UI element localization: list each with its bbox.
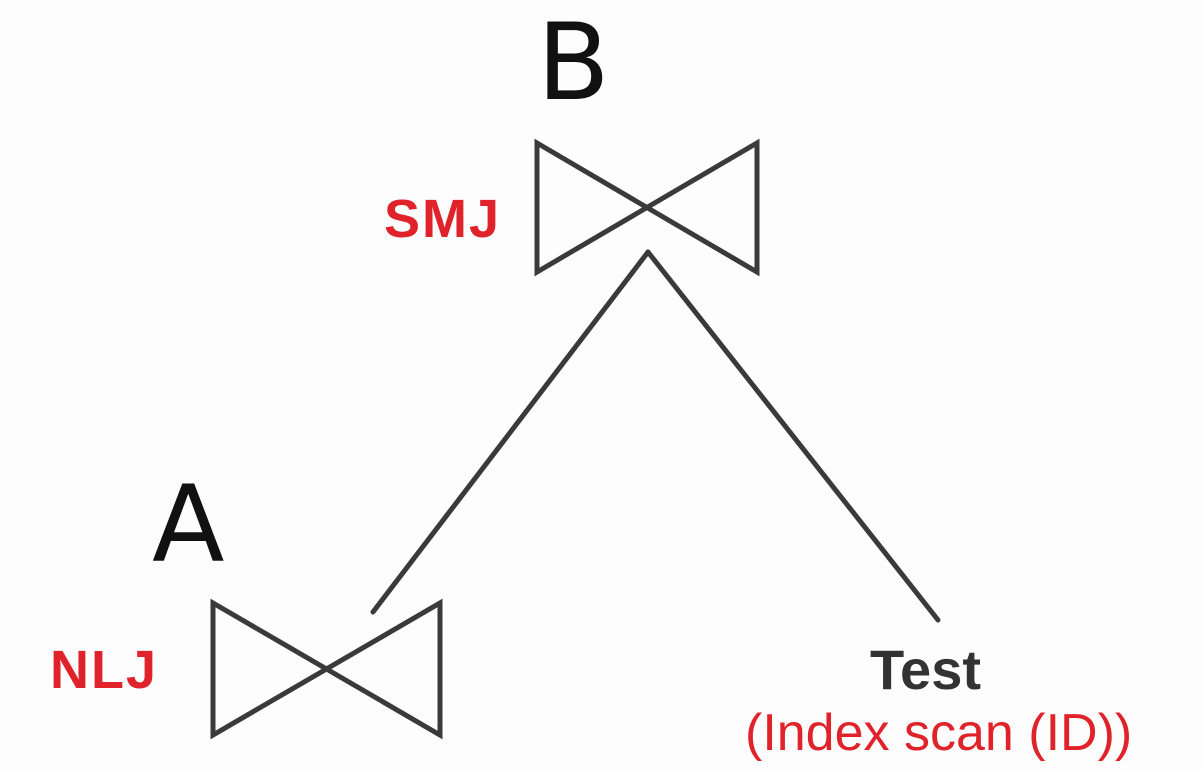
node-b-letter: B (537, 10, 610, 116)
edge-b-to-a (373, 252, 648, 612)
node-a-letter: A (152, 472, 225, 578)
edge-b-to-test (648, 252, 938, 620)
nlj-join-symbol (213, 603, 440, 735)
smj-label: SMJ (384, 192, 501, 246)
test-table-name: Test (870, 642, 981, 698)
index-scan-label: (Index scan (ID)) (745, 707, 1132, 759)
nlj-label: NLJ (50, 643, 158, 697)
